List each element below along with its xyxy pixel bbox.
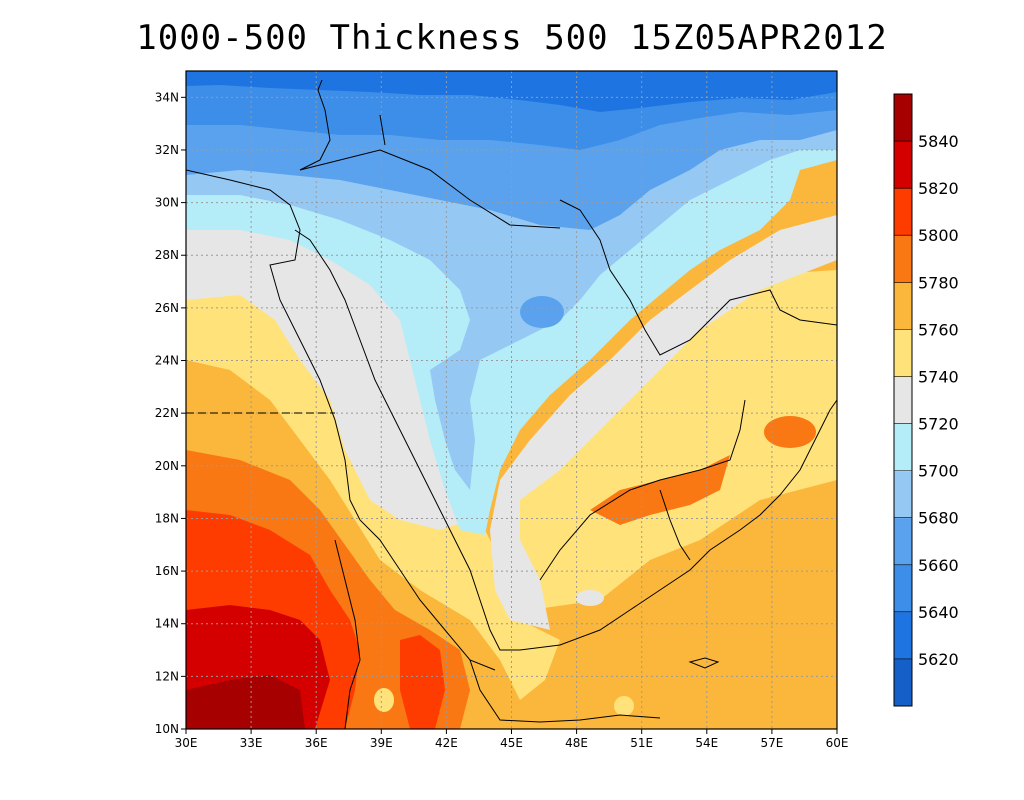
colorbar-segment [894, 188, 912, 236]
red-sea-west-coast [186, 169, 496, 671]
colorbar-segment [894, 564, 912, 613]
colorbar-segment [894, 282, 912, 330]
y-tick-label: 28N [155, 248, 179, 262]
y-tick-label: 16N [155, 564, 179, 578]
colorbar-label: 5680 [918, 509, 959, 528]
x-tick-label: 54E [695, 736, 718, 750]
colorbar-segment [894, 517, 912, 566]
thickness-field [186, 71, 837, 729]
x-tick-label: 36E [305, 736, 328, 750]
y-tick-label: 14N [155, 617, 179, 631]
field-5740-5760-patch [374, 688, 394, 712]
colorbar-segment [894, 94, 912, 142]
y-tick-label: 34N [155, 90, 179, 104]
horn-coast [469, 659, 661, 723]
colorbar-segment [894, 235, 912, 283]
x-tick-label: 42E [435, 736, 458, 750]
plot-title: 1000-500 Thickness 500 15Z05APR2012 [136, 18, 888, 58]
colorbar-label: 5760 [918, 320, 959, 339]
colorbar-label: 5820 [918, 179, 959, 198]
y-tick-label: 32N [155, 143, 179, 157]
y-tick-label: 12N [155, 669, 179, 683]
y-tick-label: 20N [155, 459, 179, 473]
colorbar-segment [894, 658, 912, 707]
colorbar-frame [893, 93, 913, 707]
arabian-peninsula-coast [294, 229, 837, 651]
field-5720-5740-patch [576, 590, 604, 606]
colorbar-label: 5640 [918, 603, 959, 622]
field-5740-5760 [186, 71, 837, 729]
field-5780-5800-oman [764, 416, 816, 448]
colorbar-segment [894, 329, 912, 377]
border-jordan [379, 114, 386, 146]
socotra-island [688, 657, 720, 669]
y-tick-label: 10N [155, 722, 179, 736]
y-tick-label: 24N [155, 354, 179, 368]
x-tick-label: 51E [630, 736, 653, 750]
x-tick-label: 57E [760, 736, 783, 750]
x-tick-label: 45E [500, 736, 523, 750]
border-saudi-yemen [539, 399, 746, 581]
colorbar-label: 5740 [918, 367, 959, 386]
x-tick-label: 30E [175, 736, 198, 750]
colorbar-label: 5700 [918, 462, 959, 481]
grid-lines [186, 71, 837, 729]
y-tick-label: 22N [155, 406, 179, 420]
colorbar-segment [894, 141, 912, 189]
colorbar-segment [894, 611, 912, 660]
colorbar-label: 5620 [918, 650, 959, 669]
x-axis: 30E 33E 36E 39E 42E 45E 48E 51E 54E 57E 60E [175, 729, 849, 750]
y-tick-label: 26N [155, 301, 179, 315]
colorbar: 5620 5640 5660 5680 5700 5720 5740 5760 5780 5800… [893, 93, 959, 707]
colorbar-segment [894, 376, 912, 425]
border-ethiopia [334, 539, 361, 729]
y-tick-label: 30N [155, 196, 179, 210]
colorbar-label: 5780 [918, 273, 959, 292]
x-tick-label: 60E [826, 736, 849, 750]
field-5660-5680-blob [520, 296, 564, 328]
levant-coast [299, 79, 331, 171]
colorbar-segment [894, 470, 912, 519]
colorbar-label: 5840 [918, 132, 959, 151]
field-5740-5760-patch2 [614, 696, 634, 716]
y-axis: 10N 12N 14N 16N 18N 20N 22N 24N 26N 28N 30N 32N 34N [155, 90, 186, 736]
field-5800-5820-b [400, 635, 445, 729]
coastlines [186, 79, 837, 729]
x-tick-label: 33E [240, 736, 263, 750]
colorbar-segment [894, 423, 912, 472]
border-north [299, 149, 561, 229]
colorbar-label: 5720 [918, 415, 959, 434]
x-tick-label: 48E [565, 736, 588, 750]
field-5840-plus [186, 675, 305, 729]
y-tick-label: 18N [155, 511, 179, 525]
border-yemen-oman [659, 489, 691, 561]
colorbar-label: 5800 [918, 226, 959, 245]
x-tick-label: 39E [370, 736, 393, 750]
persian-gulf-coast [559, 199, 837, 356]
colorbar-label: 5660 [918, 556, 959, 575]
